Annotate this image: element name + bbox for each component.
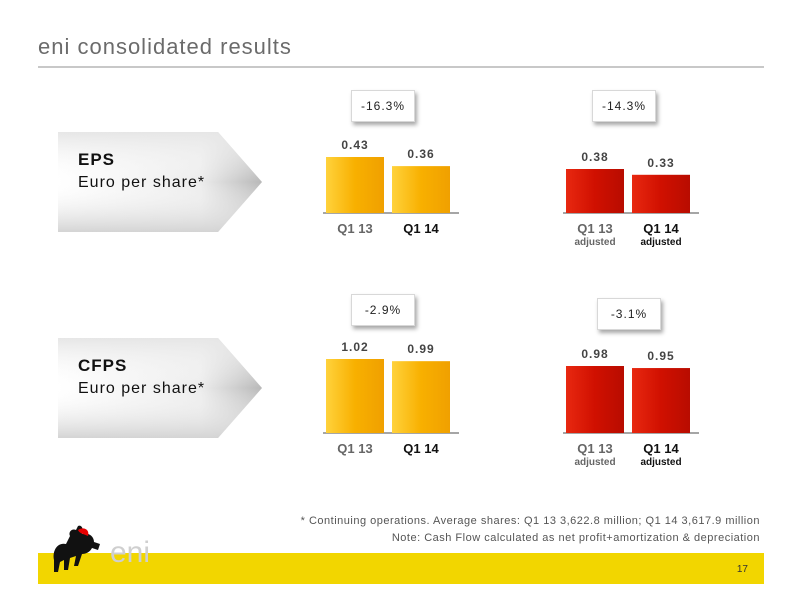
bar-value-label: 1.02 [341, 340, 368, 354]
logo-text: eni [110, 536, 150, 569]
bar-q1-13 [326, 157, 384, 213]
bar-q1-14 [632, 174, 690, 213]
eps-subtitle: Euro per share* [78, 174, 206, 191]
category-sublabel: adjusted [574, 457, 615, 468]
bar-q1-13 [566, 169, 624, 213]
bar-q1-14 [632, 368, 690, 433]
category-sublabel: adjusted [640, 457, 681, 468]
bar-q1-13 [566, 366, 624, 433]
eni-logo: eni [48, 522, 168, 583]
category-label: Q1 14 [643, 441, 679, 456]
category-label: Q1 14 [403, 221, 439, 236]
category-sublabel: adjusted [640, 237, 681, 248]
bar-value-label: 0.95 [647, 349, 674, 363]
bar-q1-14 [392, 166, 450, 213]
eps-label-arrow: EPS Euro per share* [58, 118, 268, 250]
bar-value-label: 0.36 [407, 147, 434, 161]
category-label: Q1 13 [337, 441, 372, 456]
category-label: Q1 13 [577, 441, 612, 456]
eps-adjusted-change-badge: -14.3% [592, 90, 656, 122]
cfps-subtitle: Euro per share* [78, 380, 206, 397]
cfps-reported-change-badge: -2.9% [351, 294, 415, 326]
six-legged-dog-icon: eni [53, 525, 150, 572]
category-label: Q1 13 [577, 221, 612, 236]
footer-bar [38, 553, 764, 584]
bar-value-label: 0.38 [581, 150, 608, 164]
arrow-shape [58, 132, 262, 232]
page-number: 17 [736, 564, 748, 575]
cfps-adjusted-change-badge: -3.1% [597, 298, 661, 330]
arrow-shape [58, 338, 262, 438]
eps-reported-change-badge: -16.3% [351, 90, 415, 122]
footnote-shares: * Continuing operations. Average shares:… [300, 515, 760, 527]
title-divider [38, 66, 764, 68]
bar-value-label: 0.33 [647, 156, 674, 170]
eps-title: EPS [78, 150, 116, 169]
category-sublabel: adjusted [574, 237, 615, 248]
bar-q1-13 [326, 359, 384, 433]
bar-value-label: 0.98 [581, 347, 608, 361]
cfps-label-arrow: CFPS Euro per share* [58, 324, 268, 456]
bar-value-label: 0.43 [341, 138, 368, 152]
bar-value-label: 0.99 [407, 342, 434, 356]
page-title: eni consolidated results [38, 34, 292, 59]
footnote-cashflow: Note: Cash Flow calculated as net profit… [391, 532, 760, 544]
category-label: Q1 13 [337, 221, 372, 236]
bar-q1-14 [392, 361, 450, 433]
cfps-title: CFPS [78, 356, 128, 375]
category-label: Q1 14 [643, 221, 679, 236]
category-label: Q1 14 [403, 441, 439, 456]
